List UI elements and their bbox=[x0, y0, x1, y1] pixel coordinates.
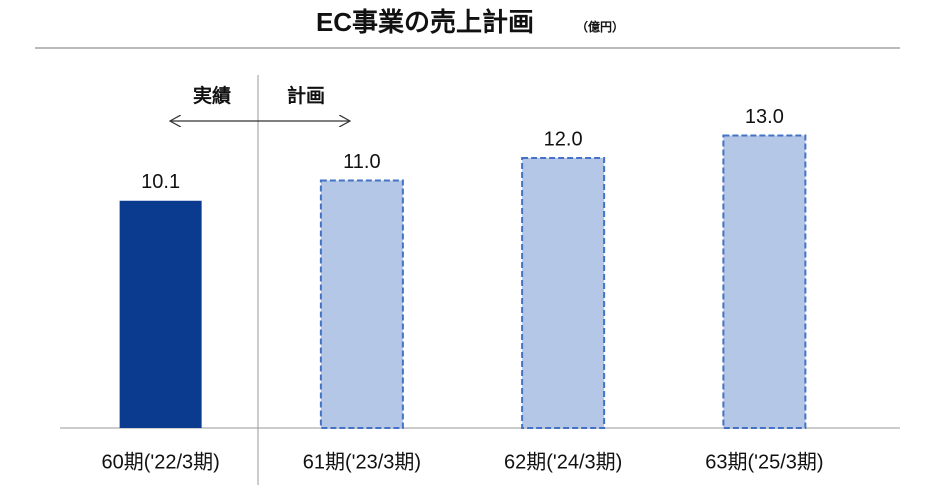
bar bbox=[722, 134, 807, 429]
value-label: 13.0 bbox=[745, 106, 784, 128]
value-label: 12.0 bbox=[544, 128, 583, 150]
chart-title: EC事業の売上計画 bbox=[316, 7, 534, 37]
x-tick-label: 61期('23/3期) bbox=[303, 451, 421, 473]
x-tick-label: 63期('25/3期) bbox=[705, 451, 823, 473]
bar bbox=[119, 200, 202, 428]
bar bbox=[521, 157, 606, 429]
annotation-plan: 計画 bbox=[287, 84, 325, 107]
value-label: 11.0 bbox=[343, 151, 380, 173]
bar bbox=[319, 179, 404, 429]
x-tick-label: 62期('24/3期) bbox=[504, 451, 622, 473]
x-tick-label: 60期('22/3期) bbox=[101, 451, 219, 473]
value-label: 10.1 bbox=[141, 171, 180, 193]
chart-subtitle: （億円） bbox=[576, 19, 624, 34]
annotation-actual: 実績 bbox=[193, 84, 231, 107]
